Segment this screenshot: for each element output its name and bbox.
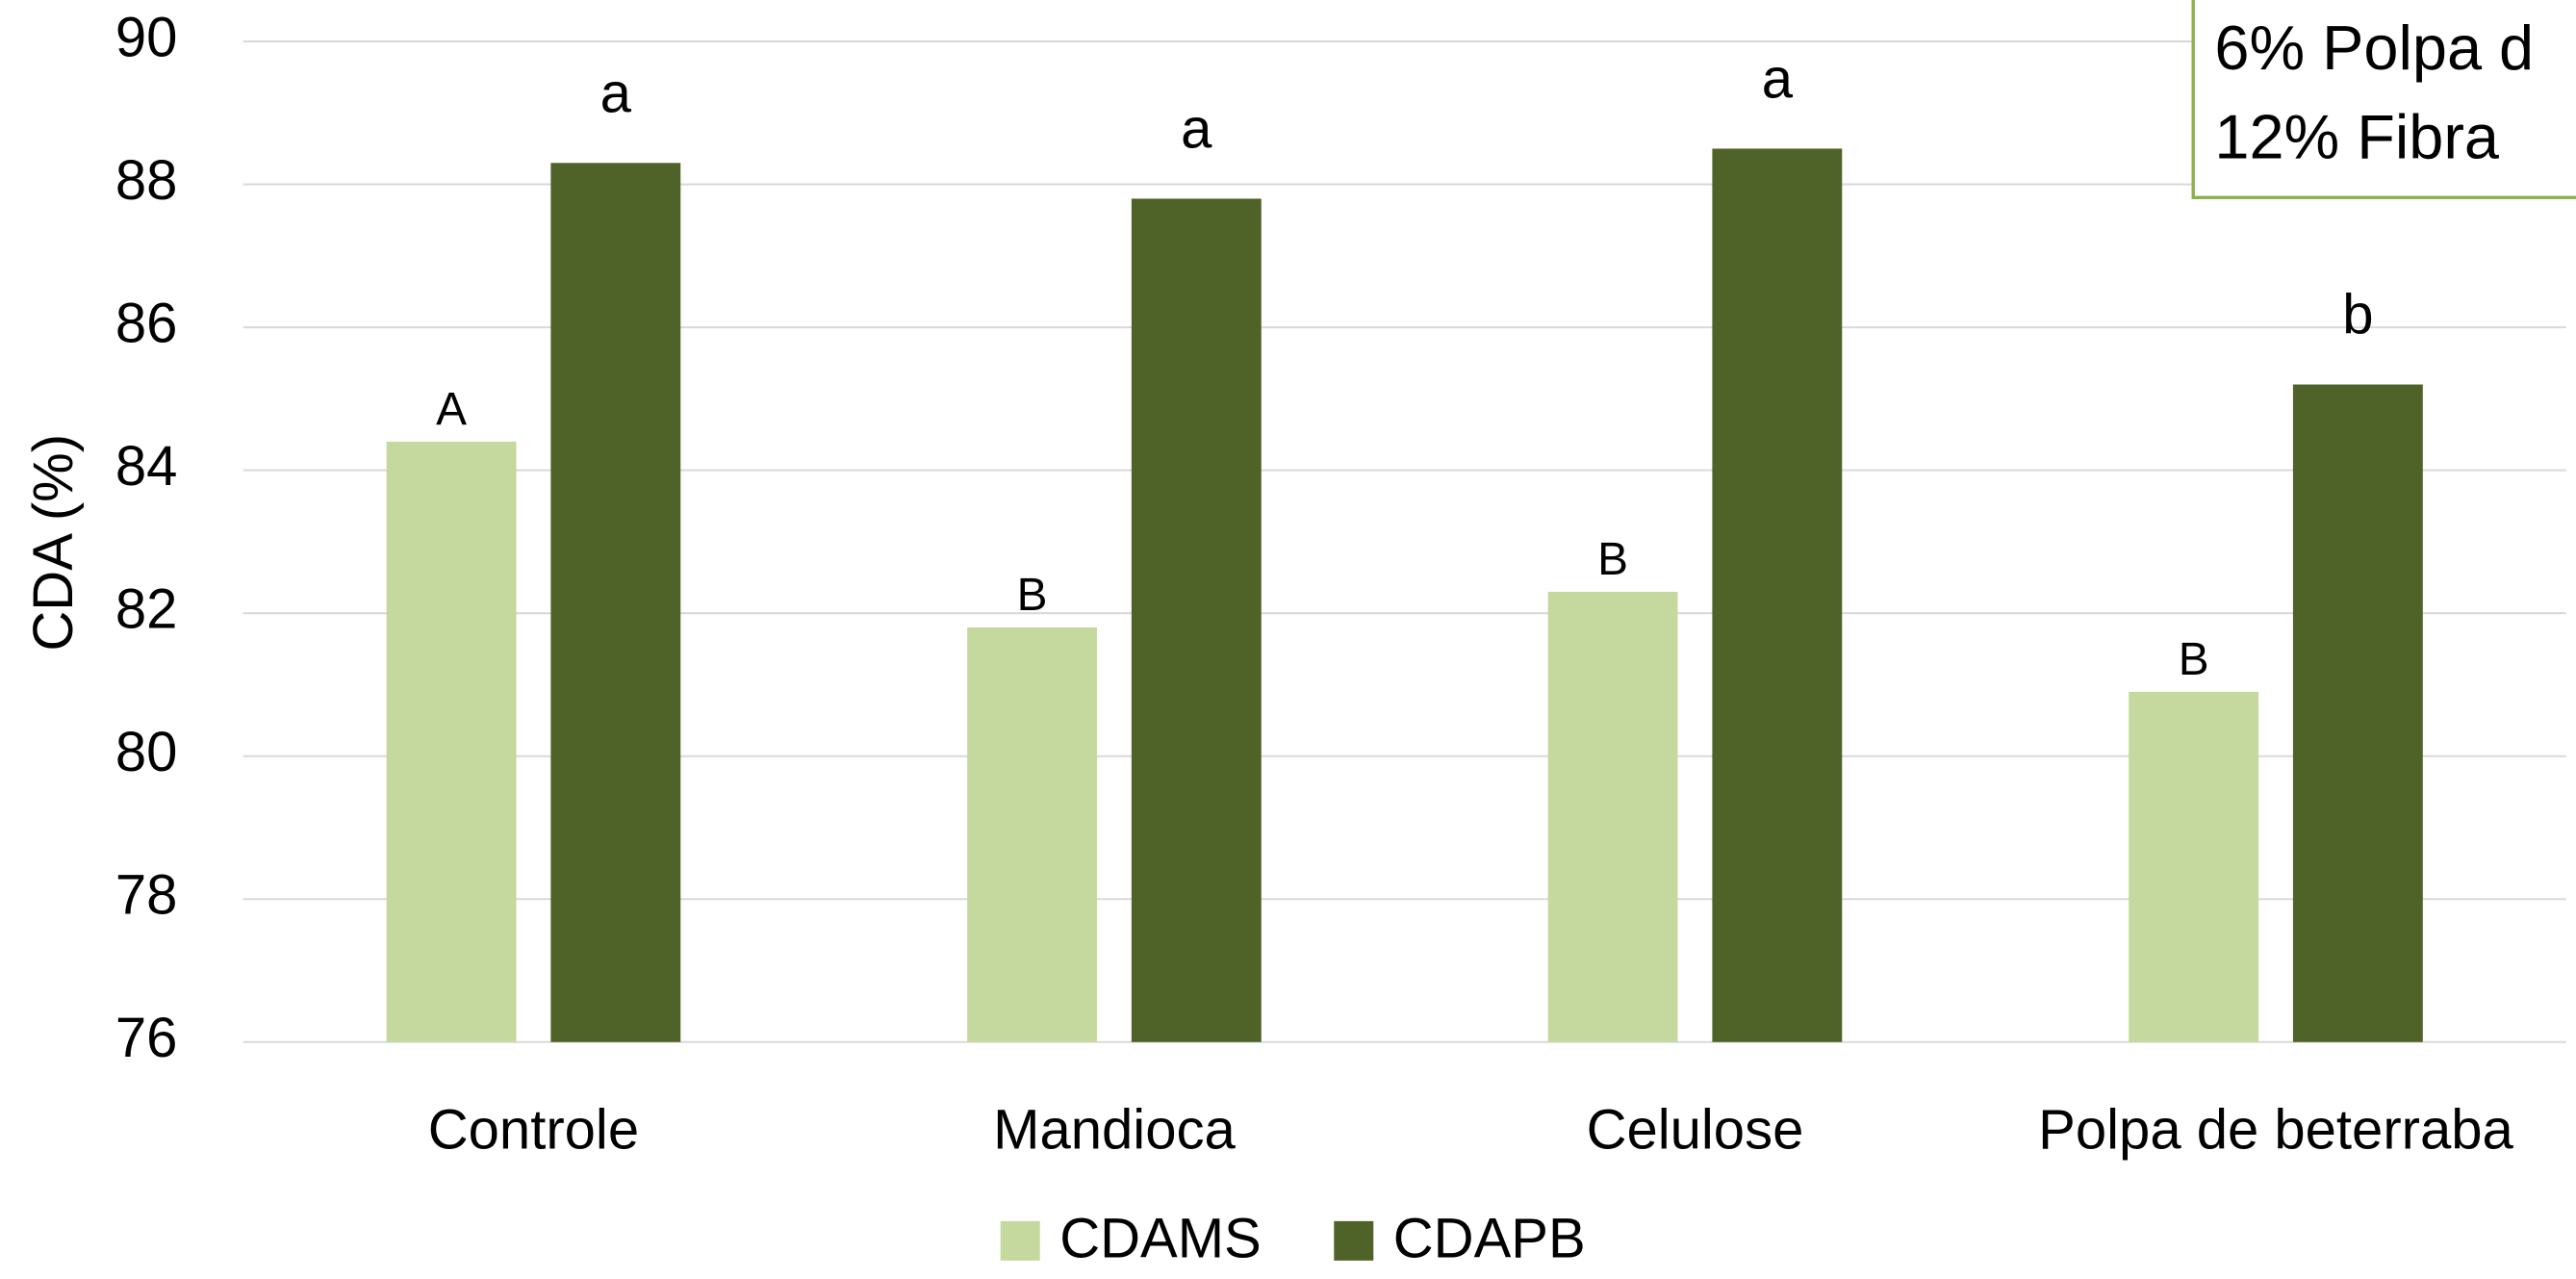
bar	[1547, 591, 1678, 1042]
text-box-line: 6% Polpa d	[2214, 13, 2534, 83]
y-tick-label: 82	[115, 578, 178, 641]
bar-letter: B	[2179, 634, 2209, 685]
bar-letter: b	[2342, 284, 2373, 346]
legend-label: CDAPB	[1393, 1207, 1586, 1269]
bar	[1131, 198, 1262, 1042]
bar-letter: B	[1017, 570, 1048, 621]
y-tick-label: 90	[115, 6, 178, 68]
y-tick-label: 88	[115, 149, 178, 212]
bar	[967, 627, 1098, 1042]
bar	[550, 163, 681, 1042]
y-tick-label: 78	[115, 864, 178, 927]
x-tick-label: Polpa de beterraba	[2038, 1099, 2513, 1162]
bar	[386, 441, 517, 1042]
y-tick-label: 76	[115, 1007, 178, 1069]
bar-letter: a	[1181, 97, 1212, 160]
y-tick-label: 80	[115, 721, 178, 783]
bar-letter: A	[436, 384, 467, 435]
bar	[2292, 384, 2423, 1042]
y-tick-label: 84	[115, 435, 178, 498]
legend-swatch	[1000, 1220, 1040, 1261]
y-axis-label: CDA (%)	[22, 434, 85, 652]
text-box	[2191, 0, 2576, 199]
legend-swatch	[1334, 1220, 1374, 1261]
x-tick-label: Mandioca	[993, 1099, 1236, 1162]
y-tick-label: 86	[115, 292, 178, 354]
x-tick-label: Controle	[428, 1099, 639, 1162]
bar-letter: a	[1762, 47, 1794, 110]
bar-letter: B	[1597, 534, 1628, 585]
bar-letter: a	[600, 62, 632, 124]
bar	[2129, 691, 2259, 1042]
x-tick-label: Celulose	[1587, 1099, 1804, 1162]
bar	[1712, 148, 1843, 1042]
text-box-line: 12% Fibra	[2214, 101, 2500, 171]
legend-label: CDAMS	[1059, 1207, 1262, 1269]
